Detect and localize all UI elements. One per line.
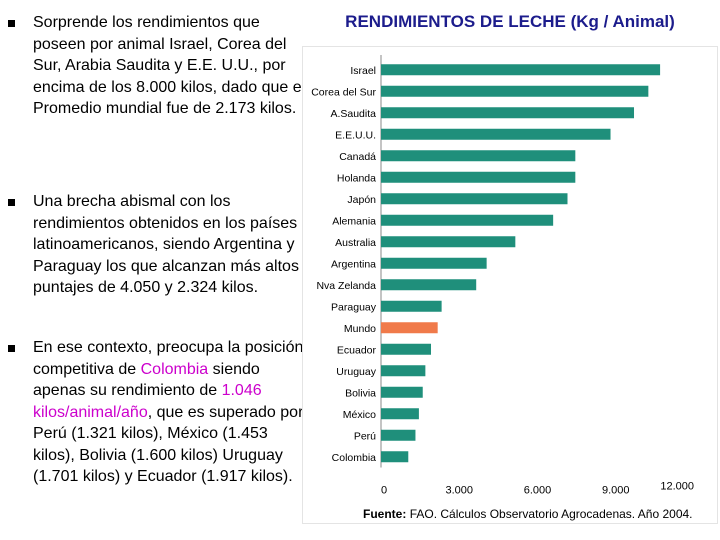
category-label: Bolivia bbox=[345, 387, 376, 399]
chart-panel bbox=[302, 46, 718, 524]
category-label: Japón bbox=[347, 194, 376, 206]
bar-jap-n bbox=[381, 193, 568, 205]
bar-paraguay bbox=[381, 300, 442, 312]
bar-ecuador bbox=[381, 343, 432, 355]
square-bullet-icon bbox=[8, 345, 15, 352]
category-label: Uruguay bbox=[336, 366, 376, 378]
bar-nva-zelanda bbox=[381, 279, 477, 291]
category-label: Ecuador bbox=[337, 344, 377, 356]
square-bullet-icon bbox=[8, 20, 15, 27]
bar-alemania bbox=[381, 214, 554, 226]
bar-per- bbox=[381, 429, 416, 441]
category-label: Argentina bbox=[331, 258, 376, 270]
x-tick-label: 12.000 bbox=[660, 481, 694, 493]
highlight-yield: 1.046 kilos/animal/año bbox=[33, 382, 262, 421]
category-label: Alemania bbox=[332, 215, 376, 227]
category-label: A.Saudita bbox=[330, 108, 376, 120]
bar-a-saudita bbox=[381, 107, 635, 119]
category-label: Holanda bbox=[337, 172, 376, 184]
bullet-text-3-part-3: , que es superado por Perú (1.321 kilos)… bbox=[33, 403, 304, 486]
bar-israel bbox=[381, 64, 661, 76]
square-bullet-icon bbox=[8, 199, 15, 206]
bar-colombia bbox=[381, 451, 409, 463]
bullet-list: Sorprende los rendimientos que poseen po… bbox=[0, 0, 305, 540]
source-note: Fuente: FAO. Cálculos Observatorio Agroc… bbox=[363, 507, 703, 521]
bullet-text-1: Sorprende los rendimientos que poseen po… bbox=[33, 14, 306, 117]
x-tick-label: 9.000 bbox=[602, 485, 630, 497]
category-label: Colombia bbox=[332, 452, 377, 464]
bar-e-e-u-u- bbox=[381, 128, 611, 140]
bar-canad- bbox=[381, 150, 576, 162]
category-label: E.E.U.U. bbox=[335, 129, 376, 141]
category-label: Nva Zelanda bbox=[316, 280, 376, 292]
category-label: Perú bbox=[354, 430, 376, 442]
bar-bolivia bbox=[381, 386, 423, 398]
category-label: Canadá bbox=[339, 151, 376, 163]
bar-chart: Israel Corea del Sur A.Saudita E.E.U.U. Cana… bbox=[311, 55, 694, 497]
source-label: Fuente: bbox=[363, 507, 407, 521]
category-label: Corea del Sur bbox=[311, 86, 376, 98]
bullet-text-3-part-2: siendo apenas su rendimiento de bbox=[33, 360, 260, 400]
category-label: Paraguay bbox=[331, 301, 377, 313]
category-label: Mundo bbox=[344, 323, 376, 335]
x-tick-label: 3.000 bbox=[445, 485, 473, 497]
bar-corea-del-sur bbox=[381, 85, 649, 97]
bar-mundo bbox=[381, 322, 438, 334]
x-tick-label: 0 bbox=[381, 485, 387, 497]
bar-australia bbox=[381, 236, 516, 248]
bar-holanda bbox=[381, 171, 576, 183]
bullet-text-2: Una brecha abismal con los rendimientos … bbox=[33, 193, 299, 296]
bar-argentina bbox=[381, 257, 487, 269]
x-tick-label: 6.000 bbox=[524, 485, 552, 497]
category-label: México bbox=[343, 409, 376, 421]
category-label: Australia bbox=[335, 237, 376, 249]
chart-title: RENDIMIENTOS DE LECHE (Kg / Animal) bbox=[345, 12, 675, 31]
bullet-text-3: En ese contexto, preocupa la posición co… bbox=[33, 337, 308, 488]
highlight-colombia: Colombia bbox=[140, 360, 209, 378]
category-label: Israel bbox=[350, 65, 376, 77]
bar-uruguay bbox=[381, 365, 426, 377]
bullet-text-3-part-1: En ese contexto, preocupa la posición co… bbox=[33, 339, 304, 378]
source-text: FAO. Cálculos Observatorio Agrocadenas. … bbox=[409, 507, 693, 521]
bar-m-xico bbox=[381, 408, 419, 420]
